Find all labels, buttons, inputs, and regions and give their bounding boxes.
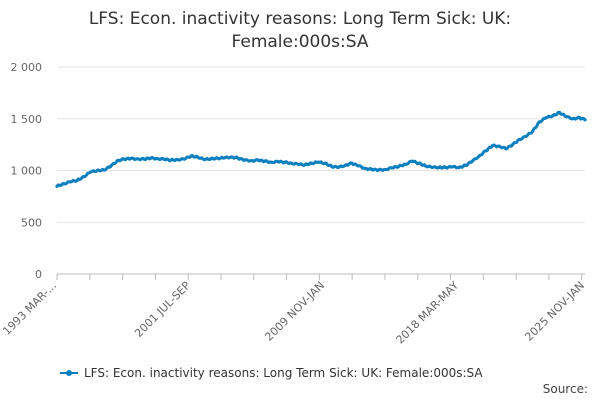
data-point: [323, 161, 327, 165]
data-point: [417, 161, 421, 165]
data-point: [390, 166, 394, 170]
data-point: [182, 157, 186, 161]
data-point: [229, 155, 233, 159]
data-point: [524, 134, 528, 138]
data-point: [343, 163, 347, 167]
data-point: [129, 156, 133, 161]
data-point: [430, 165, 434, 169]
data-point: [202, 158, 207, 162]
data-point: [330, 164, 334, 168]
data-point: [457, 165, 461, 169]
x-tick-label: 2001 JUL-SEP: [132, 279, 193, 340]
data-point: [82, 175, 86, 179]
data-point: [450, 165, 454, 169]
data-point: [62, 182, 66, 186]
data-point: [571, 117, 575, 121]
data-point: [310, 161, 314, 165]
data-point: [296, 162, 300, 166]
data-point: [149, 156, 153, 160]
y-tick-label: 1 000: [11, 165, 43, 178]
y-tick-label: 2 000: [11, 61, 43, 74]
data-point: [484, 149, 488, 153]
data-point: [249, 159, 253, 163]
data-point: [504, 147, 508, 151]
y-tick-label: 0: [35, 268, 42, 281]
data-point: [75, 178, 79, 182]
legend[interactable]: LFS: Econ. inactivity reasons: Long Term…: [60, 366, 580, 380]
data-point: [397, 164, 401, 168]
data-point: [222, 156, 227, 160]
data-point: [490, 144, 495, 148]
data-point: [276, 160, 280, 164]
data-point: [316, 160, 320, 164]
data-point: [88, 170, 93, 174]
data-point: [363, 166, 367, 171]
data-point: [135, 157, 140, 161]
legend-series-label: LFS: Econ. inactivity reasons: Long Term…: [84, 366, 483, 380]
data-point: [196, 155, 200, 159]
data-point: [477, 154, 481, 158]
data-point: [176, 158, 180, 162]
data-point: [470, 159, 475, 163]
data-point: [142, 157, 146, 161]
data-point: [423, 164, 428, 168]
data-point: [162, 157, 166, 161]
data-point: [444, 165, 448, 169]
data-point: [350, 161, 354, 165]
chart-title: LFS: Econ. inactivity reasons: Long Term…: [0, 8, 600, 54]
data-point: [511, 143, 515, 147]
data-point: [95, 168, 99, 173]
x-tick-label: 2009 NOV-JAN: [262, 279, 327, 344]
data-point: [256, 158, 260, 162]
data-point: [109, 164, 113, 168]
data-point: [189, 154, 193, 158]
data-point: [155, 156, 160, 161]
data-point: [303, 163, 307, 167]
data-point: [544, 116, 548, 120]
data-point: [68, 180, 73, 184]
data-point: [564, 115, 568, 119]
data-point: [464, 163, 468, 167]
data-point: [557, 110, 562, 115]
x-tick-label: 1993 MAR-...: [0, 279, 59, 338]
data-point: [216, 156, 220, 160]
data-point: [383, 167, 387, 172]
data-point: [537, 120, 542, 124]
data-point: [410, 159, 414, 163]
source-label: Source:: [542, 382, 588, 396]
legend-line-marker-icon: [60, 368, 78, 378]
data-point: [169, 158, 173, 162]
data-point: [102, 168, 106, 172]
data-point: [531, 129, 535, 133]
data-point: [583, 118, 587, 122]
data-point: [370, 167, 374, 172]
data-point: [356, 164, 361, 168]
data-point: [437, 165, 441, 169]
data-point: [336, 165, 341, 169]
data-point: [497, 144, 501, 148]
data-point: [289, 161, 294, 165]
data-point: [55, 184, 59, 188]
x-tick-label: 2025 NOV-JAN: [522, 279, 587, 344]
data-point: [403, 162, 408, 166]
y-tick-label: 500: [21, 216, 42, 229]
chart-title-line-1: LFS: Econ. inactivity reasons: Long Term…: [88, 9, 512, 29]
data-point: [209, 156, 213, 161]
chart-title-line-2: Female:000s:SA: [231, 32, 369, 52]
data-point: [283, 160, 287, 164]
data-point: [263, 159, 267, 163]
data-point: [578, 116, 582, 120]
data-point: [269, 160, 274, 164]
y-tick-label: 1 500: [11, 113, 43, 126]
data-point: [517, 137, 521, 142]
data-point: [122, 157, 126, 161]
data-point: [243, 158, 247, 162]
data-point: [115, 159, 119, 163]
data-point: [377, 168, 381, 172]
data-point: [236, 156, 240, 160]
x-tick-label: 2018 MAR-MAY: [394, 279, 462, 347]
data-point: [551, 114, 555, 118]
